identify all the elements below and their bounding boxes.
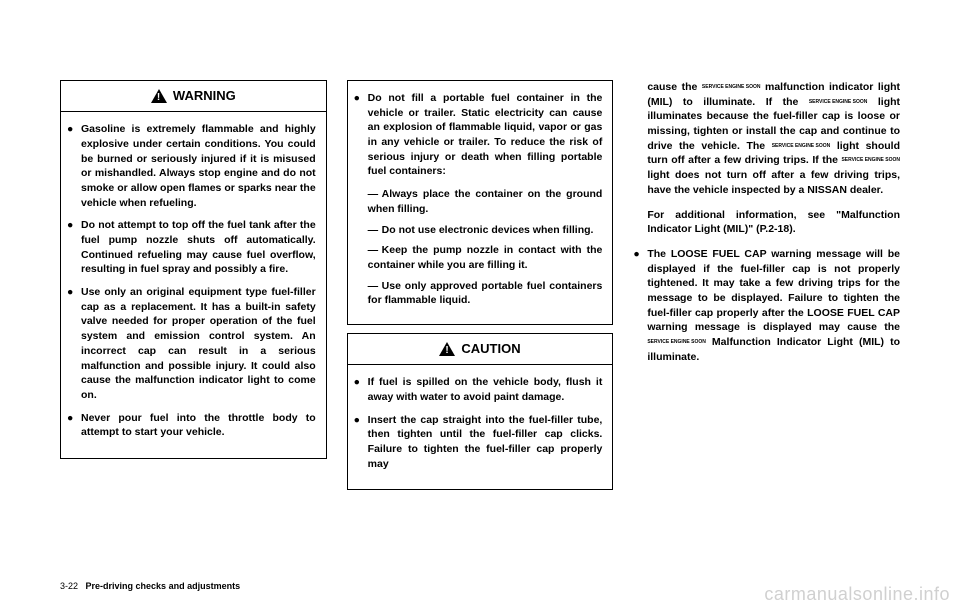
watermark: carmanualsonline.info xyxy=(764,584,950,605)
warning-subitem: —Do not use electronic devices when fill… xyxy=(354,223,603,238)
caution-item: ●The LOOSE FUEL CAP warning message will… xyxy=(633,247,900,365)
service-engine-soon-icon: SERVICE ENGINE SOON xyxy=(647,340,706,345)
warning-body-2: ●Do not fill a portable fuel container i… xyxy=(348,81,613,324)
warning-body: ●Gasoline is extremely flammable and hig… xyxy=(61,112,326,458)
caution-box: CAUTION ●If fuel is spilled on the vehic… xyxy=(347,333,614,490)
warning-box-continued: ●Do not fill a portable fuel container i… xyxy=(347,80,614,325)
manual-page-columns: WARNING ●Gasoline is extremely flammable… xyxy=(60,80,900,560)
section-title: Pre-driving checks and adjustments xyxy=(86,581,241,591)
reference-text: For additional information, see "Malfunc… xyxy=(633,208,900,237)
warning-subitem: —Keep the pump nozzle in contact with th… xyxy=(354,243,603,272)
service-engine-soon-icon: SERVICE ENGINE SOON xyxy=(702,85,761,90)
warning-item: ●Use only an original equipment type fue… xyxy=(67,285,316,403)
warning-title: WARNING xyxy=(173,87,236,105)
warning-header: WARNING xyxy=(61,81,326,112)
caution-title: CAUTION xyxy=(461,340,520,358)
service-engine-soon-icon: SERVICE ENGINE SOON xyxy=(841,158,900,163)
caution-item: ●Insert the cap straight into the fuel-f… xyxy=(354,413,603,472)
caution-continuation: cause the SERVICE ENGINE SOON malfunctio… xyxy=(633,80,900,198)
warning-subitem: —Use only approved portable fuel contain… xyxy=(354,279,603,308)
warning-item: ●Gasoline is extremely flammable and hig… xyxy=(67,122,316,210)
caution-header: CAUTION xyxy=(348,334,613,365)
column-3: cause the SERVICE ENGINE SOON malfunctio… xyxy=(633,80,900,560)
warning-item: ●Never pour fuel into the throttle body … xyxy=(67,411,316,440)
column-1: WARNING ●Gasoline is extremely flammable… xyxy=(60,80,327,560)
warning-subitem: —Always place the container on the groun… xyxy=(354,187,603,216)
warning-item: ●Do not fill a portable fuel container i… xyxy=(354,91,603,179)
warning-item: ●Do not attempt to top off the fuel tank… xyxy=(67,218,316,277)
service-engine-soon-icon: SERVICE ENGINE SOON xyxy=(772,144,831,149)
page-number: 3-22 xyxy=(60,581,78,591)
caution-triangle-icon xyxy=(439,342,455,356)
caution-item: ●If fuel is spilled on the vehicle body,… xyxy=(354,375,603,404)
service-engine-soon-icon: SERVICE ENGINE SOON xyxy=(809,100,868,105)
warning-triangle-icon xyxy=(151,89,167,103)
caution-body: ●If fuel is spilled on the vehicle body,… xyxy=(348,365,613,489)
warning-box: WARNING ●Gasoline is extremely flammable… xyxy=(60,80,327,459)
page-footer: 3-22 Pre-driving checks and adjustments xyxy=(60,581,240,591)
column-2: ●Do not fill a portable fuel container i… xyxy=(347,80,614,560)
